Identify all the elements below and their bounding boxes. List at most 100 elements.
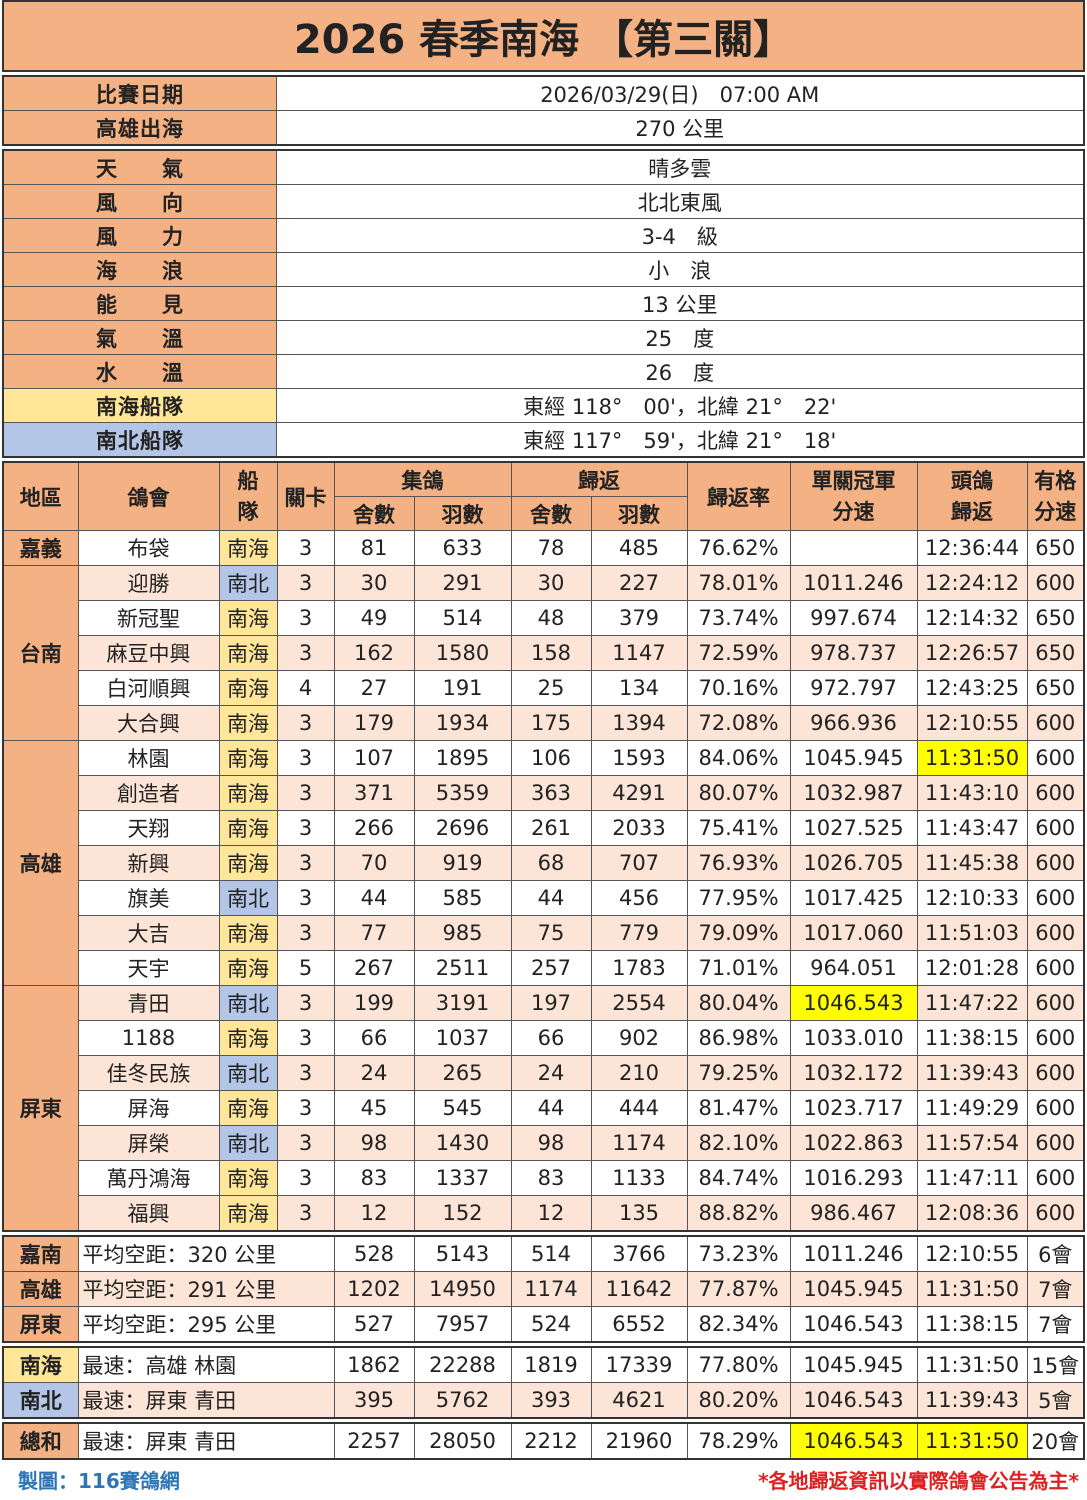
club-name: 迎勝 <box>77 565 220 601</box>
qualified-speed: 600 <box>1026 1195 1085 1232</box>
first-return: 11:43:10 <box>916 775 1028 811</box>
return-lofts: 197 <box>510 985 592 1021</box>
summary-row: 南北 最速：屏東 青田 395 5762 393 4621 80.20% 1046.543 11… <box>2 1382 1085 1419</box>
winner-speed: 1011.246 <box>789 565 918 601</box>
summary-label: 屏東 <box>2 1306 79 1343</box>
info-row: 高雄出海 270 公里 <box>2 110 1085 146</box>
return-rate: 84.74% <box>686 1160 791 1196</box>
summary-value: 17339 <box>590 1346 688 1383</box>
qualified-speed: 600 <box>1026 565 1085 601</box>
info-row: 南北船隊 東經 117° 59'，北緯 21° 18' <box>2 422 1085 458</box>
info-value: 3-4 級 <box>275 218 1085 253</box>
summary-value: 393 <box>510 1382 592 1419</box>
first-return: 12:10:33 <box>916 880 1028 916</box>
return-birds: 4291 <box>590 775 688 811</box>
table-row: 麻豆中興 南海 3 162 1580 158 1147 72.59% 978.737 12:26:… <box>3 635 1085 671</box>
club-name: 天宇 <box>77 950 220 986</box>
collect-birds: 545 <box>413 1090 512 1126</box>
club-name: 大合興 <box>77 705 220 741</box>
team: 南海 <box>218 845 278 881</box>
summary-value: 1046.543 <box>789 1382 918 1419</box>
title-table: 2026 春季南海 【第三關】 <box>2 0 1085 72</box>
stage: 3 <box>276 1160 335 1196</box>
summary-value: 77.80% <box>686 1346 791 1383</box>
table-row: 旗美 南北 3 44 585 44 456 77.95% 1017.425 12:10:33 600 <box>3 880 1085 916</box>
stage: 3 <box>276 845 335 881</box>
table-row: 萬丹鴻海 南海 3 83 1337 83 1133 84.74% 1016.293 11:47:1… <box>3 1160 1085 1196</box>
winner-speed: 964.051 <box>789 950 918 986</box>
return-lofts: 106 <box>510 740 592 776</box>
return-lofts: 25 <box>510 670 592 706</box>
qualified-speed: 650 <box>1026 600 1085 636</box>
return-birds: 1174 <box>590 1125 688 1161</box>
winner-speed: 1032.987 <box>789 775 918 811</box>
collect-birds: 265 <box>413 1055 512 1091</box>
team: 南北 <box>218 1055 278 1091</box>
summary-value: 73.23% <box>686 1235 791 1272</box>
info-row: 比賽日期 2026/03/29(日) 07:00 AM <box>2 75 1085 111</box>
header-speed: 單關冠軍 分速 <box>789 461 918 531</box>
first-return: 12:08:36 <box>916 1195 1028 1232</box>
return-birds: 1133 <box>590 1160 688 1196</box>
collect-lofts: 70 <box>333 845 415 881</box>
team: 南海 <box>218 635 278 671</box>
info-value: 25 度 <box>275 320 1085 355</box>
team: 南北 <box>218 985 278 1021</box>
qualified-speed: 600 <box>1026 880 1085 916</box>
first-return: 11:31:50 <box>916 740 1028 776</box>
winner-speed: 1026.705 <box>789 845 918 881</box>
return-lofts: 363 <box>510 775 592 811</box>
summary-table: 總和 最速：屏東 青田 2257 28050 2212 21960 78.29% 1046.5… <box>2 1422 1085 1460</box>
return-rate: 81.47% <box>686 1090 791 1126</box>
return-rate: 76.62% <box>686 530 791 566</box>
summary-value: 528 <box>333 1235 415 1272</box>
club-name: 創造者 <box>77 775 220 811</box>
winner-speed: 978.737 <box>789 635 918 671</box>
table-row: 白河順興 南海 4 27 191 25 134 70.16% 972.797 12:43:25 65… <box>3 670 1085 706</box>
qualified-speed: 600 <box>1026 740 1085 776</box>
team: 南海 <box>218 915 278 951</box>
table-row: 高雄 林園 南海 3 107 1895 106 1593 84.06% 1045.945 11:31… <box>2 740 1085 986</box>
collect-birds: 1337 <box>413 1160 512 1196</box>
header-return: 歸返 <box>510 461 688 497</box>
stage: 3 <box>276 1125 335 1161</box>
summary-value: 11642 <box>590 1271 688 1307</box>
return-rate: 82.10% <box>686 1125 791 1161</box>
qualified-speed: 600 <box>1026 1160 1085 1196</box>
stage: 3 <box>276 600 335 636</box>
summary-value: 395 <box>333 1382 415 1419</box>
winner-speed: 1046.543 <box>789 985 918 1021</box>
summary-value: 2212 <box>510 1422 592 1460</box>
first-return: 11:49:29 <box>916 1090 1028 1126</box>
summary-value: 1174 <box>510 1271 592 1307</box>
info-label: 水 溫 <box>2 354 277 389</box>
info-value: 東經 118° 00'，北緯 21° 22' <box>275 388 1085 423</box>
collect-lofts: 49 <box>333 600 415 636</box>
info-value: 26 度 <box>275 354 1085 389</box>
info-row: 天 氣晴多雲 <box>2 149 1085 185</box>
race-info-table: 比賽日期 2026/03/29(日) 07:00 AM 高雄出海 270 公里 <box>2 75 1085 146</box>
info-value: 13 公里 <box>275 286 1085 321</box>
summary-row: 嘉南 平均空距：320 公里 528 5143 514 3766 73.23% 1011.24… <box>2 1235 1085 1272</box>
return-birds: 1147 <box>590 635 688 671</box>
info-label: 天 氣 <box>2 149 277 185</box>
collect-birds: 1580 <box>413 635 512 671</box>
info-label: 比賽日期 <box>2 75 277 111</box>
qualified-speed: 650 <box>1026 670 1085 706</box>
return-birds: 456 <box>590 880 688 916</box>
summary-note: 平均空距：320 公里 <box>77 1235 335 1272</box>
summary-value: 7957 <box>413 1306 512 1343</box>
first-return: 12:01:28 <box>916 950 1028 986</box>
collect-lofts: 107 <box>333 740 415 776</box>
region-label: 台南 <box>2 565 79 741</box>
collect-birds: 152 <box>413 1195 512 1232</box>
team: 南海 <box>218 775 278 811</box>
summary-value: 1045.945 <box>789 1346 918 1383</box>
return-rate: 71.01% <box>686 950 791 986</box>
qualified-speed: 600 <box>1026 950 1085 986</box>
winner-speed: 972.797 <box>789 670 918 706</box>
return-birds: 379 <box>590 600 688 636</box>
return-lofts: 12 <box>510 1195 592 1232</box>
return-rate: 88.82% <box>686 1195 791 1232</box>
club-name: 麻豆中興 <box>77 635 220 671</box>
